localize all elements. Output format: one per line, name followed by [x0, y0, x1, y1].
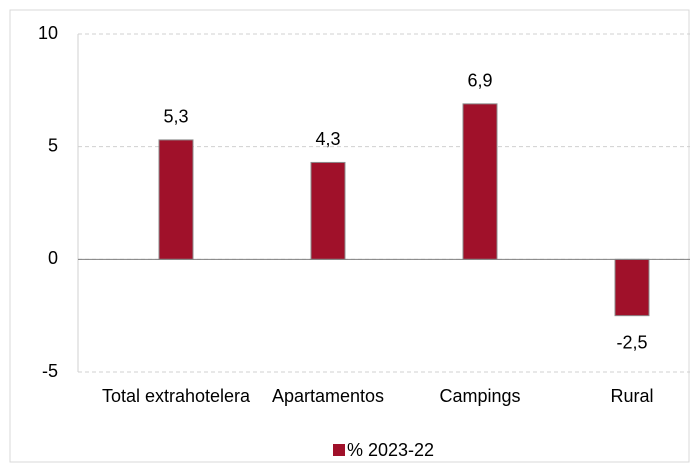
bar — [462, 103, 498, 260]
y-tick-label: 0 — [48, 248, 58, 268]
x-tick-label: Rural — [610, 386, 654, 406]
data-label: 4,3 — [315, 129, 340, 149]
bar — [614, 258, 650, 317]
x-tick-label: Total extrahotelera — [101, 386, 251, 406]
bar — [310, 161, 346, 260]
y-tick-label: -5 — [42, 361, 58, 381]
bar — [158, 139, 194, 260]
data-label: -2,5 — [616, 332, 647, 352]
y-tick-label: 5 — [48, 135, 58, 155]
data-label: 6,9 — [467, 71, 492, 91]
x-tick-label: Apartamentos — [271, 386, 385, 406]
legend-label: % 2023-22 — [347, 440, 434, 460]
y-tick-label: 10 — [38, 23, 58, 43]
x-tick-label: Campings — [439, 386, 521, 406]
data-label: 5,3 — [163, 107, 188, 127]
legend-swatch — [333, 444, 345, 456]
chart-border — [9, 9, 690, 463]
